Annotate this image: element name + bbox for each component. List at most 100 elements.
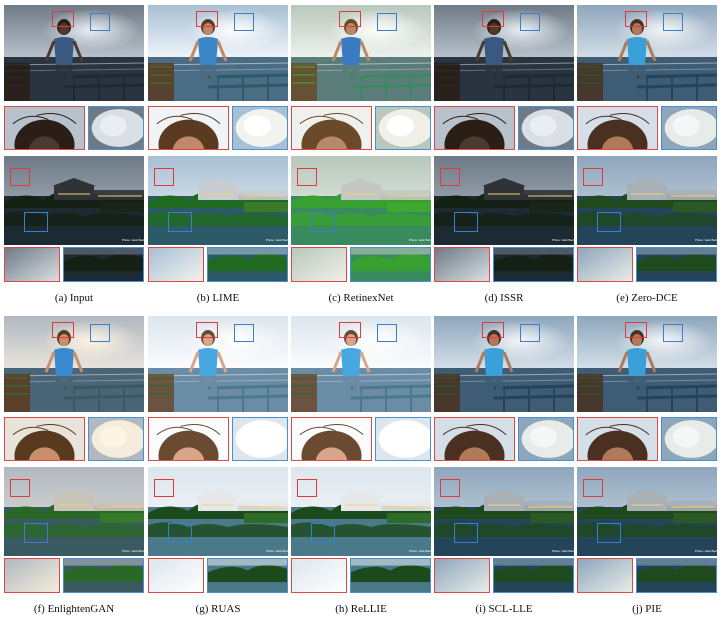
zoom-crop-trees-image bbox=[637, 248, 716, 281]
zoom-box-blue bbox=[234, 324, 254, 342]
zoom-crop-red bbox=[291, 247, 347, 282]
scene-2-image: Photo: Jack Beckwell bbox=[291, 467, 431, 556]
zoom-crop-red bbox=[434, 106, 515, 150]
zoom-crop-red bbox=[434, 417, 515, 461]
zoom-crop-cloud-image bbox=[233, 418, 287, 460]
zoom-crop-blue bbox=[88, 417, 144, 461]
panel-caption: (c) RetinexNet bbox=[328, 292, 394, 304]
figure-panel: Photo: Jack Beckwell (j) PIE bbox=[577, 316, 717, 616]
zoom-crop-trees-image bbox=[208, 559, 287, 592]
scene-building-lake-image: Photo: Jack Beckwell bbox=[434, 467, 574, 556]
zoom-crop-red bbox=[291, 106, 372, 150]
figure-panel: Photo: Jack Beckwell (i) SCL-LLE bbox=[434, 316, 574, 616]
scene-person-dock-image bbox=[4, 316, 144, 412]
scene-1-image bbox=[434, 316, 574, 412]
scene-2-image: Photo: Jack Beckwell bbox=[577, 156, 717, 245]
zoom-crop-hair-image bbox=[578, 418, 657, 460]
figure-panel: Photo: Jack Beckwell (c) RetinexNet bbox=[291, 5, 431, 305]
zoom-box-red bbox=[196, 11, 218, 27]
zoom-crop-blue bbox=[375, 417, 431, 461]
zoom-box-red bbox=[154, 479, 174, 497]
zoom-crop-trees-image bbox=[351, 559, 430, 592]
zoom-box-red bbox=[154, 168, 174, 186]
scene-person-dock-image bbox=[434, 5, 574, 101]
figure-panel: Photo: Jack Beckwell (d) ISSR bbox=[434, 5, 574, 305]
zoom-box-red bbox=[482, 322, 504, 338]
zoom-box-blue bbox=[234, 13, 254, 31]
zoom-crop-cloud-image bbox=[519, 107, 573, 149]
panel-caption: (f) EnlightenGAN bbox=[33, 603, 115, 615]
panel-caption: (h) ReLLIE bbox=[335, 603, 387, 615]
zoom-box-red bbox=[339, 322, 361, 338]
zoom-crop-trees-image bbox=[494, 248, 573, 281]
scene-building-lake-image: Photo: Jack Beckwell bbox=[148, 156, 288, 245]
scene-person-dock-image bbox=[434, 316, 574, 412]
zoom-crop-blue bbox=[232, 106, 288, 150]
zoom-crop-hair-image bbox=[292, 418, 371, 460]
svg-text:Photo: Jack Beckwell: Photo: Jack Beckwell bbox=[695, 549, 717, 553]
zoom-box-red bbox=[440, 168, 460, 186]
zoom-box-red bbox=[297, 479, 317, 497]
scene-person-dock-image bbox=[4, 5, 144, 101]
zoom-crop-blue bbox=[661, 417, 717, 461]
zoom-crop-blue bbox=[232, 417, 288, 461]
scene-2-image: Photo: Jack Beckwell bbox=[4, 467, 144, 556]
zoom-crop-blue bbox=[375, 106, 431, 150]
zoom-crop-blue bbox=[493, 247, 574, 282]
scene-building-lake-image: Photo: Jack Beckwell bbox=[291, 467, 431, 556]
zoom-crop-red bbox=[148, 106, 229, 150]
zoom-box-red bbox=[583, 479, 603, 497]
scene-person-dock-image bbox=[577, 5, 717, 101]
panel-caption: (d) ISSR bbox=[484, 292, 524, 304]
scene-person-dock-image bbox=[577, 316, 717, 412]
zoom-crop-hair-image bbox=[435, 418, 514, 460]
zoom-box-blue bbox=[520, 13, 540, 31]
zoom-box-blue bbox=[377, 13, 397, 31]
scene-building-lake-image: Photo: Jack Beckwell bbox=[291, 156, 431, 245]
zoom-crop-hair-image bbox=[578, 107, 657, 149]
zoom-crop-red bbox=[434, 247, 490, 282]
zoom-crop-red bbox=[148, 558, 204, 593]
svg-text:Photo: Jack Beckwell: Photo: Jack Beckwell bbox=[266, 549, 288, 553]
zoom-crop-trees-image bbox=[351, 248, 430, 281]
zoom-crop-sky-image bbox=[578, 559, 632, 592]
zoom-crop-sky-image bbox=[149, 248, 203, 281]
zoom-crop-sky-image bbox=[435, 248, 489, 281]
scene-building-lake-image: Photo: Jack Beckwell bbox=[434, 156, 574, 245]
zoom-box-red bbox=[196, 322, 218, 338]
scene-2-image: Photo: Jack Beckwell bbox=[148, 467, 288, 556]
zoom-box-red bbox=[625, 322, 647, 338]
svg-text:Photo: Jack Beckwell: Photo: Jack Beckwell bbox=[122, 238, 144, 242]
zoom-crop-cloud-image bbox=[89, 418, 143, 460]
zoom-crop-red bbox=[577, 558, 633, 593]
zoom-crop-cloud-image bbox=[376, 107, 430, 149]
zoom-box-red bbox=[10, 168, 30, 186]
zoom-crop-blue bbox=[518, 106, 574, 150]
zoom-box-blue bbox=[24, 523, 48, 543]
figure-panel: Photo: Jack Beckwell (h) ReLLIE bbox=[291, 316, 431, 616]
zoom-box-blue bbox=[663, 13, 683, 31]
scene-building-lake-image: Photo: Jack Beckwell bbox=[4, 156, 144, 245]
panel-caption: (a) Input bbox=[54, 292, 94, 304]
zoom-crop-trees-image bbox=[64, 559, 143, 592]
zoom-crop-cloud-image bbox=[519, 418, 573, 460]
zoom-box-blue bbox=[168, 523, 192, 543]
zoom-box-blue bbox=[520, 324, 540, 342]
zoom-crop-red bbox=[4, 417, 85, 461]
zoom-crop-sky-image bbox=[5, 248, 59, 281]
zoom-box-red bbox=[297, 168, 317, 186]
zoom-crop-trees-image bbox=[64, 248, 143, 281]
svg-text:Photo: Jack Beckwell: Photo: Jack Beckwell bbox=[695, 238, 717, 242]
zoom-box-blue bbox=[454, 212, 478, 232]
scene-building-lake-image: Photo: Jack Beckwell bbox=[577, 467, 717, 556]
zoom-crop-cloud-image bbox=[662, 107, 716, 149]
zoom-crop-trees-image bbox=[637, 559, 716, 592]
zoom-crop-blue bbox=[661, 106, 717, 150]
zoom-box-red bbox=[339, 11, 361, 27]
zoom-box-red bbox=[10, 479, 30, 497]
zoom-crop-blue bbox=[493, 558, 574, 593]
zoom-crop-cloud-image bbox=[233, 107, 287, 149]
panel-caption: (g) RUAS bbox=[195, 603, 241, 615]
zoom-crop-blue bbox=[207, 558, 288, 593]
figure-panel: Photo: Jack Beckwell (f) EnlightenGAN bbox=[4, 316, 144, 616]
